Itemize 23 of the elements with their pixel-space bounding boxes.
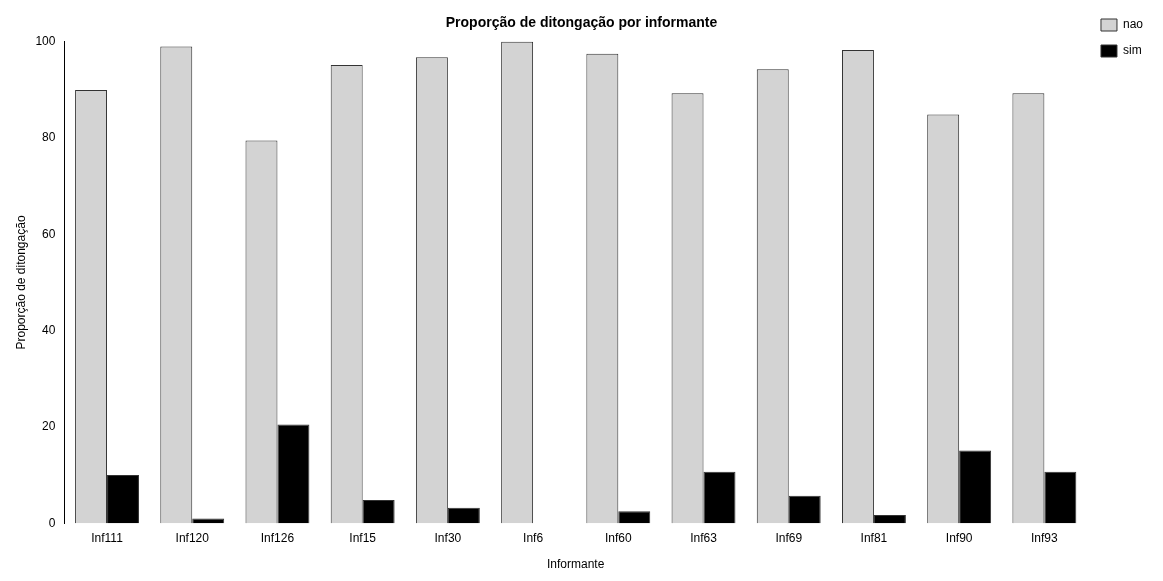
legend-label: sim xyxy=(1122,43,1142,58)
y-tick-label: 80 xyxy=(42,130,56,145)
chart-title: Proporção de ditongação por informante xyxy=(445,14,718,31)
x-tick-label: Inf81 xyxy=(860,530,888,545)
x-tick-label: Inf60 xyxy=(604,530,632,545)
y-tick-label: 20 xyxy=(42,419,56,434)
y-tick-label: 100 xyxy=(35,34,56,49)
x-axis-title: Informante xyxy=(547,557,605,572)
legend-label: nao xyxy=(1122,17,1144,32)
x-tick-label: Inf93 xyxy=(1031,530,1059,545)
y-tick-label: 40 xyxy=(42,322,56,337)
x-tick-label: Inf126 xyxy=(260,530,295,545)
y-tick-label: 0 xyxy=(48,515,56,530)
x-tick-label: Inf69 xyxy=(775,530,803,545)
y-axis-title: Proporção de ditongação xyxy=(13,215,28,350)
x-tick-label: Inf6 xyxy=(523,530,544,545)
x-tick-label: Inf30 xyxy=(434,530,462,545)
x-tick-label: Inf15 xyxy=(349,530,377,545)
x-tick-label: Inf111 xyxy=(91,530,124,545)
x-tick-label: Inf120 xyxy=(175,530,210,545)
x-tick-label: Inf90 xyxy=(945,530,973,545)
y-tick-label: 60 xyxy=(42,226,56,241)
x-tick-label: Inf63 xyxy=(690,530,718,545)
